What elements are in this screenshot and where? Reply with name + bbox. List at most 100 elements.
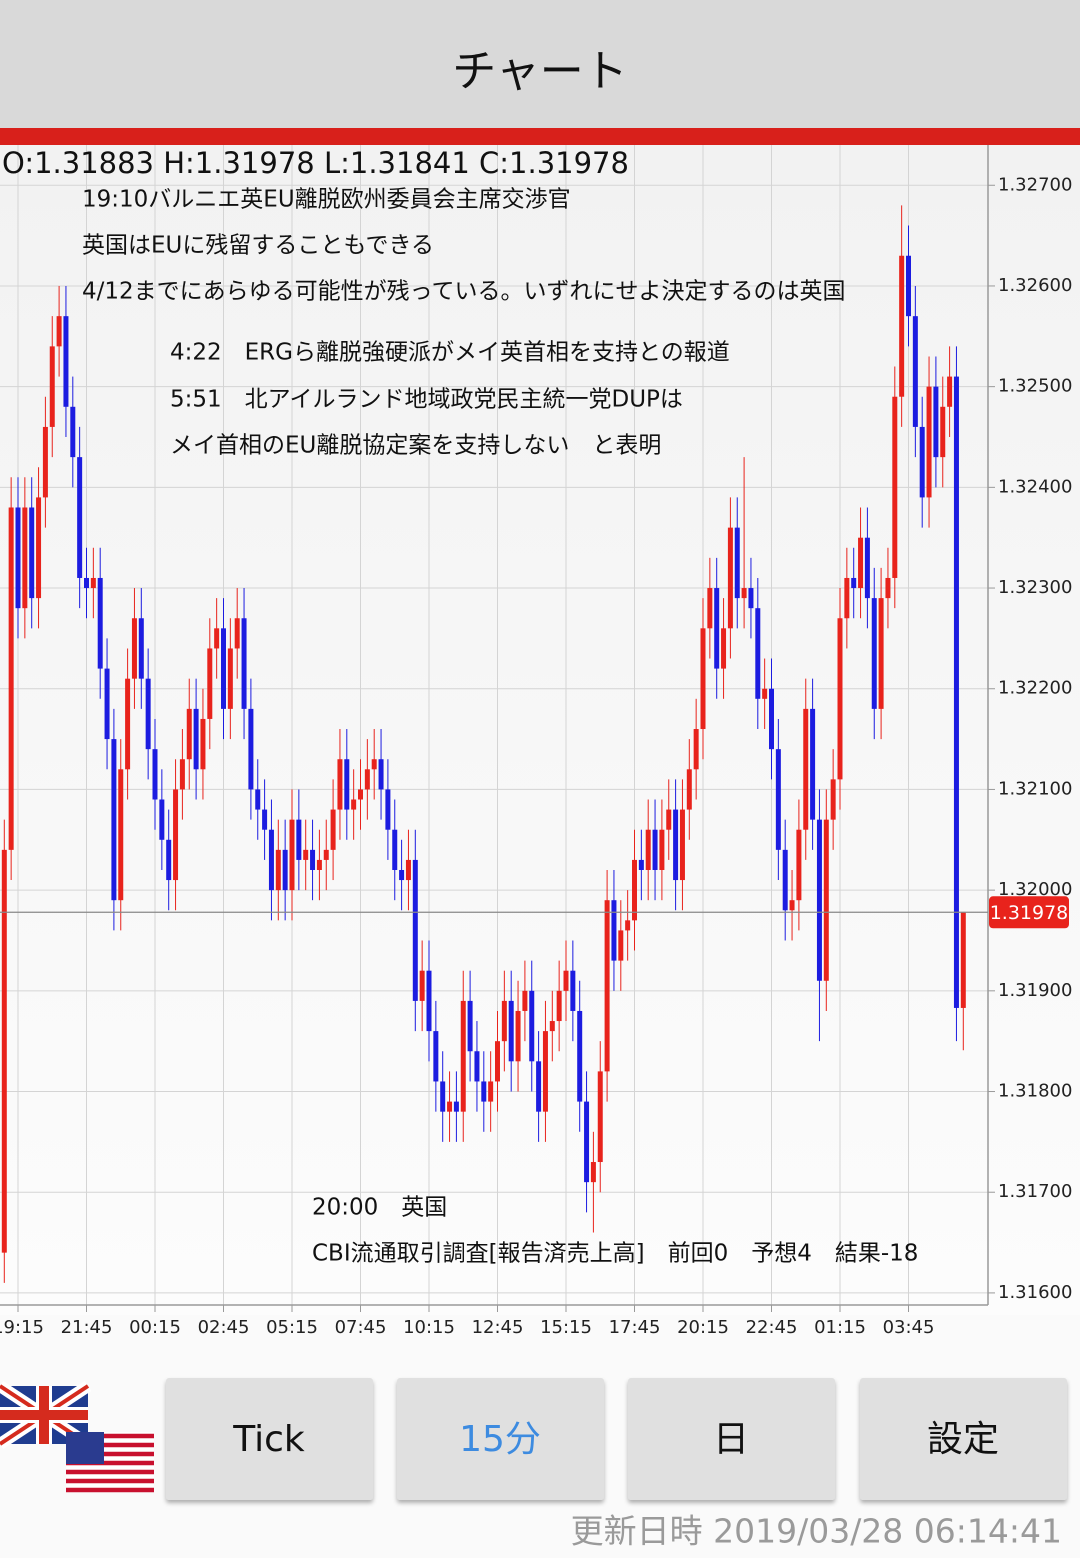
tab-button[interactable]: 15分 [397, 1378, 604, 1500]
candle-body [501, 1000, 507, 1042]
candle-body [700, 628, 706, 730]
candle-body [405, 859, 411, 881]
candle-body [1, 849, 7, 1253]
flags [0, 1380, 154, 1493]
ohlc-label: O:1.31883 H:1.31978 L:1.31841 C:1.31978 [2, 146, 629, 180]
candle-body [282, 849, 288, 891]
button-bg[interactable] [166, 1378, 373, 1500]
y-tick-label: 1.32000 [998, 879, 1072, 900]
annotation: 5:51 北アイルランド地域政党民主統一党DUPは [170, 387, 683, 413]
tab-button[interactable]: 設定 [860, 1378, 1067, 1500]
y-tick-label: 1.32300 [998, 577, 1072, 598]
candle-body [570, 970, 576, 1011]
candle-body [741, 588, 747, 599]
candle-body [899, 255, 905, 397]
y-tick-label: 1.31800 [998, 1081, 1072, 1102]
candle-body [542, 1031, 548, 1112]
candle-body [84, 577, 89, 589]
candle-body [42, 426, 48, 498]
candle-body [36, 497, 42, 599]
candle-body [159, 799, 165, 840]
candle-body [782, 849, 788, 911]
candle-body [906, 255, 911, 317]
header-bar [0, 0, 1080, 128]
candle-body [755, 608, 761, 699]
tab-button[interactable]: Tick [166, 1378, 373, 1500]
candle-body [268, 829, 274, 891]
x-tick-label: 00:15 [129, 1317, 181, 1338]
candle-body [323, 849, 329, 860]
candle-body [29, 507, 35, 599]
candle-body [618, 930, 624, 961]
candle-body [604, 900, 610, 1072]
candle-body [577, 1010, 583, 1102]
candle-body [104, 668, 110, 740]
labels: 1.31600 1.31700 1.31800 1.31900 1.32000 1.321… [0, 174, 1072, 1338]
candle-body [508, 1000, 514, 1062]
tab-button[interactable]: 日 [628, 1378, 835, 1500]
x-tick-label: 22:45 [746, 1317, 798, 1338]
candle-body [289, 819, 295, 891]
candle-body [221, 628, 226, 709]
candle-body [344, 759, 350, 810]
candle-body [214, 628, 220, 649]
candle-body [481, 1081, 487, 1102]
candle-body [371, 759, 377, 770]
candle-body [933, 386, 939, 458]
candle-body [234, 618, 240, 649]
button-bg[interactable] [628, 1378, 835, 1500]
annotation: 4/12までにあらゆる可能性が残っている。いずれにせよ決定するのは英国 [82, 279, 846, 305]
candle-body [721, 628, 727, 669]
button-label[interactable]: 15分 [459, 1419, 541, 1460]
candle-body [419, 970, 425, 1001]
x-tick-label: 10:15 [403, 1317, 455, 1338]
button-bg[interactable] [860, 1378, 1067, 1500]
candle-body [953, 376, 959, 1008]
candle-body [310, 849, 316, 870]
candle-body [358, 789, 363, 800]
x-tick-label: 21:45 [61, 1317, 113, 1338]
current-price-box [989, 896, 1069, 929]
candle-body [912, 316, 918, 427]
candle-body [316, 859, 322, 870]
button-label[interactable]: 日 [713, 1419, 749, 1460]
button-label[interactable]: Tick [232, 1419, 305, 1460]
current-price-label: 1.31978 [990, 902, 1069, 924]
candle-body [440, 1081, 446, 1112]
y-tick-label: 1.32200 [998, 678, 1072, 699]
candle-body [138, 618, 144, 679]
candle-body [392, 829, 398, 870]
candle-body [611, 900, 617, 961]
candle-body [474, 1051, 480, 1082]
y-tick-label: 1.32500 [998, 376, 1072, 397]
candle-body [707, 588, 713, 629]
candle-body [686, 769, 692, 810]
candle-body [207, 648, 213, 719]
button-bg[interactable] [397, 1378, 604, 1500]
candle-body [816, 819, 822, 981]
candle-body [597, 1071, 603, 1163]
candle-body [337, 759, 343, 810]
button-bar: Tick 15分 日 設定 [166, 1378, 1067, 1500]
candles [0, 205, 988, 1283]
candle-body [796, 829, 802, 901]
candle-body [960, 912, 966, 1008]
candle-body [495, 1041, 500, 1082]
candle-body [90, 577, 96, 589]
candle-body [145, 678, 151, 750]
candle-body [303, 849, 309, 860]
candle-body [296, 819, 302, 860]
candle-body [625, 920, 631, 931]
candle-body [769, 688, 774, 750]
annotation: CBI流通取引調査[報告済売上高] 前回0 予想4 結果-18 [312, 1241, 918, 1267]
y-tick-label: 1.32600 [998, 275, 1072, 296]
button-label[interactable]: 設定 [927, 1419, 999, 1460]
candle-body [522, 990, 528, 1011]
chart-background [0, 145, 1080, 1315]
candle-body [49, 346, 55, 427]
candle-body [125, 678, 131, 770]
candle-body [810, 708, 816, 820]
candle-body [871, 598, 877, 709]
candle-body [837, 618, 843, 780]
